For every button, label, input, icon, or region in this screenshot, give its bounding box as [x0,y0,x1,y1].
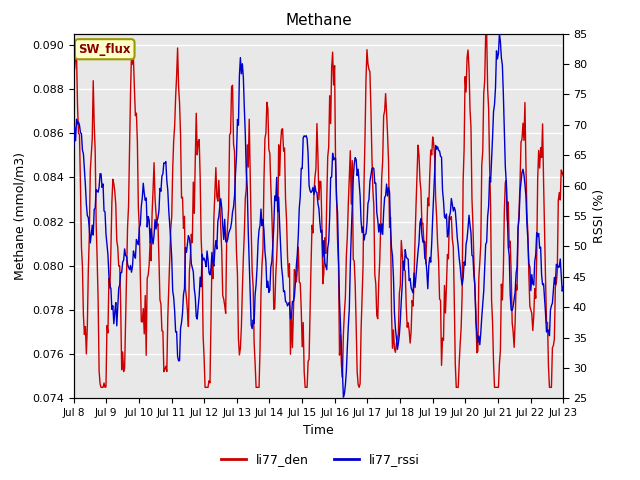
Y-axis label: Methane (mmol/m3): Methane (mmol/m3) [13,152,26,280]
Title: Methane: Methane [285,13,352,28]
Legend: li77_den, li77_rssi: li77_den, li77_rssi [216,448,424,471]
Text: SW_flux: SW_flux [79,43,131,56]
X-axis label: Time: Time [303,424,334,437]
Y-axis label: RSSI (%): RSSI (%) [593,189,605,243]
